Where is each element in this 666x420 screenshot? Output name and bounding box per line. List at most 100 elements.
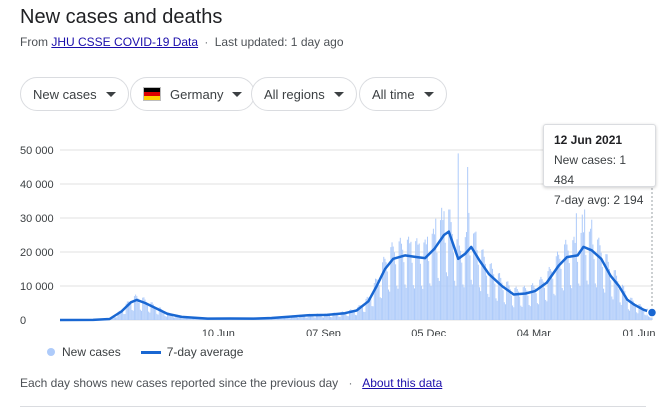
new-cases-bar <box>421 285 423 320</box>
cases-chart[interactable]: 0 10 000 20 000 30 000 40 000 50 000 10 Jun 07 … <box>0 118 666 336</box>
new-cases-bar <box>445 272 447 320</box>
new-cases-bar <box>305 317 307 320</box>
new-cases-bar <box>470 279 472 320</box>
new-cases-bar <box>476 250 478 320</box>
new-cases-bar <box>513 307 515 320</box>
new-cases-bar <box>571 288 573 320</box>
new-cases-bar <box>297 317 299 320</box>
new-cases-bar <box>508 285 510 320</box>
new-cases-bar <box>167 312 169 320</box>
new-cases-bar <box>159 307 161 320</box>
new-cases-bar <box>143 297 145 320</box>
new-cases-bar <box>631 297 633 320</box>
x-tick-label: 10 Jun <box>202 328 235 336</box>
new-cases-bar <box>509 289 511 320</box>
new-cases-bar <box>415 241 417 320</box>
new-cases-bar <box>462 284 464 320</box>
new-cases-bar <box>437 277 439 320</box>
new-cases-bar <box>594 283 596 320</box>
new-cases-bar <box>413 288 415 320</box>
x-tick-label: 01 Jun <box>622 328 655 336</box>
new-cases-bar <box>450 222 452 320</box>
new-cases-bar <box>535 293 537 320</box>
new-cases-bar <box>456 239 458 320</box>
source-link[interactable]: JHU CSSE COVID-19 Data <box>51 35 199 49</box>
new-cases-bar <box>149 312 151 320</box>
new-cases-bar <box>444 242 446 320</box>
new-cases-bar <box>592 244 594 320</box>
new-cases-bar <box>315 313 317 320</box>
new-cases-bar <box>510 295 512 320</box>
new-cases-bar <box>603 288 605 320</box>
new-cases-bar <box>418 243 420 320</box>
new-cases-bar <box>142 297 144 320</box>
country-dropdown-label: Germany <box>170 86 224 102</box>
new-cases-bar <box>398 241 400 320</box>
new-cases-bar <box>141 310 143 320</box>
new-cases-bar <box>412 285 414 320</box>
metric-dropdown[interactable]: New cases <box>20 77 129 111</box>
y-tick-label: 50 000 <box>20 145 54 157</box>
new-cases-bar <box>393 252 395 320</box>
new-cases-bar <box>319 314 321 320</box>
new-cases-bar <box>463 287 465 320</box>
new-cases-bar <box>117 312 119 320</box>
new-cases-bar <box>425 244 427 320</box>
new-cases-bar <box>428 261 430 320</box>
new-cases-bar <box>441 207 443 320</box>
new-cases-bar <box>287 317 289 320</box>
new-cases-bar <box>293 315 295 320</box>
new-cases-bar <box>442 220 444 320</box>
region-dropdown[interactable]: All regions <box>251 77 357 111</box>
about-data-link[interactable]: About this data <box>362 376 443 390</box>
new-cases-bar <box>333 312 335 320</box>
new-cases-bar <box>138 302 140 320</box>
new-cases-bar <box>515 286 517 320</box>
new-cases-bar <box>119 310 121 320</box>
new-cases-bar <box>338 316 340 320</box>
new-cases-bar <box>135 294 137 320</box>
new-cases-bar <box>588 231 590 320</box>
new-cases-bar <box>636 312 638 320</box>
new-cases-bar <box>613 270 615 320</box>
new-cases-bar <box>354 314 356 320</box>
new-cases-bar <box>465 232 467 320</box>
new-cases-bar <box>340 311 342 320</box>
new-cases-bar <box>632 300 634 320</box>
average-legend-swatch <box>140 350 161 354</box>
new-cases-bar <box>169 313 171 320</box>
new-cases-bar <box>158 307 160 320</box>
new-cases-bar <box>491 268 493 320</box>
period-dropdown[interactable]: All time <box>359 77 447 111</box>
new-cases-bar <box>608 269 610 320</box>
new-cases-bar <box>430 286 432 320</box>
last-updated: Last updated: 1 day ago <box>214 35 344 49</box>
new-cases-bar <box>424 239 426 320</box>
country-dropdown[interactable]: Germany <box>130 77 256 111</box>
new-cases-bar <box>604 292 606 320</box>
new-cases-bar <box>607 261 609 320</box>
caret-down-icon <box>105 91 116 97</box>
new-cases-bar <box>168 312 170 320</box>
new-cases-bar <box>151 302 153 320</box>
legend-average: 7-day average <box>166 345 244 359</box>
new-cases-bar <box>416 238 418 320</box>
new-cases-bar <box>154 306 156 320</box>
new-cases-bar <box>610 280 612 320</box>
new-cases-bar <box>369 297 371 320</box>
new-cases-bar <box>125 303 127 320</box>
new-cases-bar <box>530 284 532 320</box>
new-cases-bar <box>370 299 372 320</box>
new-cases-bar <box>460 250 462 320</box>
new-cases-bar <box>553 293 555 320</box>
new-cases-bar <box>512 305 514 320</box>
new-cases-bar <box>490 263 492 320</box>
new-cases-bar <box>325 313 327 320</box>
new-cases-bar <box>133 296 135 320</box>
new-cases-bar <box>331 317 333 320</box>
new-cases-bar <box>165 316 167 320</box>
new-cases-bar <box>464 237 466 320</box>
new-cases-bar <box>118 310 120 320</box>
new-cases-bar <box>475 231 477 320</box>
new-cases-bar <box>406 239 408 320</box>
